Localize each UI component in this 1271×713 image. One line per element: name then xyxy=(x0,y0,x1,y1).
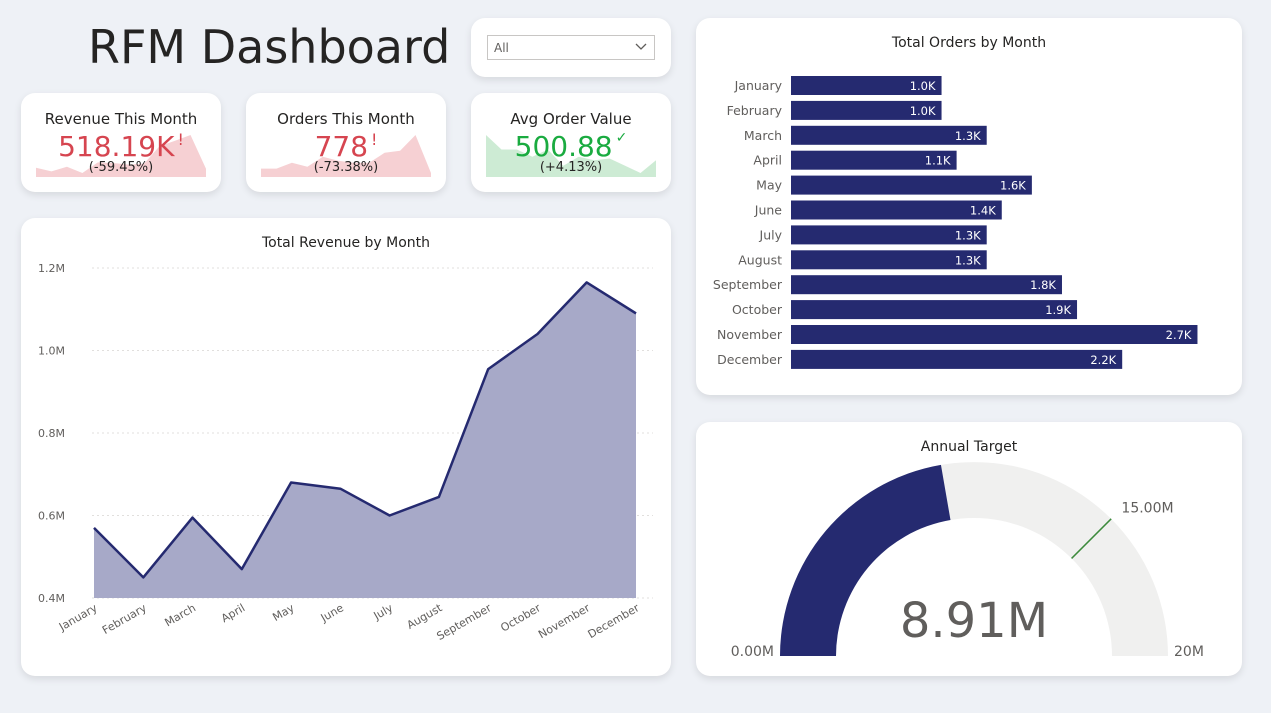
slicer-card: All xyxy=(471,18,671,77)
y-tick-label: 0.8M xyxy=(38,427,65,440)
kpi-value: 778! xyxy=(246,130,446,163)
alert-icon: ! xyxy=(371,130,378,149)
orders-chart-card: Total Orders by Month January 1.0K Februar… xyxy=(696,18,1242,395)
kpi-title: Revenue This Month xyxy=(44,110,198,128)
category-label: December xyxy=(717,352,783,367)
order-bar xyxy=(791,349,1123,369)
data-label: 1.0K xyxy=(910,79,936,93)
category-label: September xyxy=(713,277,783,292)
gauge-value: 8.91M xyxy=(900,593,1048,649)
data-label: 1.3K xyxy=(955,129,981,143)
x-tick-label: February xyxy=(100,601,149,637)
data-label: 1.3K xyxy=(955,253,981,267)
order-bar xyxy=(791,100,942,120)
category-label: May xyxy=(756,178,782,193)
gauge-fill xyxy=(780,464,951,656)
x-tick-label: September xyxy=(435,601,495,643)
sparkline-area xyxy=(486,135,656,177)
x-tick-label: May xyxy=(270,601,297,624)
order-bar xyxy=(791,275,1062,295)
y-tick-label: 1.0M xyxy=(38,345,65,358)
revenue-sparkline xyxy=(36,135,206,177)
kpi-value-text: 518.19K xyxy=(58,130,175,163)
gauge-card: Annual Target 15.00M 8.91M 0.00M 20M xyxy=(696,422,1242,676)
kpi-card-orders: Orders This Month 778! (-73.38%) xyxy=(246,93,446,192)
revenue-chart-card: Total Revenue by Month 1.2M 1.0M 0.8M 0.6M 0… xyxy=(21,218,671,676)
y-tick-label: 0.6M xyxy=(38,510,65,523)
y-tick-label: 0.4M xyxy=(38,592,65,605)
orders-bar-chart: January 1.0K February 1.0K March 1.3K April 1.1… xyxy=(713,76,1198,369)
gauge-target-marker xyxy=(1071,518,1112,559)
gauge-max-label: 20M xyxy=(1174,644,1204,660)
data-label: 2.7K xyxy=(1166,328,1192,342)
month-slicer-dropdown[interactable]: All xyxy=(487,35,655,60)
category-label: January xyxy=(734,78,783,93)
data-label: 1.9K xyxy=(1045,303,1071,317)
x-tick-label: April xyxy=(219,601,247,625)
kpi-title: Orders This Month xyxy=(277,110,415,128)
category-label: February xyxy=(727,103,783,118)
order-bar xyxy=(791,200,1002,220)
check-icon: ✓ xyxy=(615,130,628,146)
chart-title: Total Orders by Month xyxy=(891,35,1047,51)
chevron-down-icon xyxy=(635,43,647,50)
order-bar xyxy=(791,76,942,95)
data-label: 1.6K xyxy=(1000,179,1026,193)
order-bar xyxy=(791,325,1198,344)
slicer-value: All xyxy=(494,41,509,55)
data-label: 1.8K xyxy=(1030,278,1056,292)
x-tick-label: June xyxy=(318,601,346,625)
kpi-title: Avg Order Value xyxy=(510,110,632,128)
order-bar xyxy=(791,125,987,145)
order-bar xyxy=(791,175,1032,195)
x-tick-label: January xyxy=(56,601,100,634)
kpi-delta: (-59.45%) xyxy=(88,160,154,175)
category-label: March xyxy=(744,128,782,143)
order-bar xyxy=(791,150,957,170)
order-bar xyxy=(791,300,1078,320)
kpi-delta: (+4.13%) xyxy=(539,160,603,175)
x-tick-label: August xyxy=(405,601,445,632)
category-label: June xyxy=(754,203,783,218)
kpi-delta: (-73.38%) xyxy=(313,160,379,175)
target-label: 15.00M xyxy=(1121,501,1173,517)
data-label: 1.1K xyxy=(925,154,951,168)
kpi-value: 500.88 ✓ xyxy=(471,130,671,163)
sparkline-area xyxy=(261,135,431,177)
kpi-value-text: 778 xyxy=(314,130,369,163)
revenue-area xyxy=(94,282,636,598)
chart-title: Total Revenue by Month xyxy=(261,235,431,251)
data-label: 2.2K xyxy=(1090,353,1116,367)
x-tick-label: March xyxy=(162,601,198,629)
order-bar xyxy=(791,250,987,270)
aov-sparkline xyxy=(486,135,656,177)
category-label: April xyxy=(753,153,782,168)
kpi-value: 518.19K! xyxy=(21,130,221,163)
gauge-min-label: 0.00M xyxy=(731,644,774,660)
data-label: 1.4K xyxy=(970,204,996,218)
x-tick-label: July xyxy=(371,601,396,623)
x-tick-label: December xyxy=(586,601,642,641)
category-label: July xyxy=(759,227,783,242)
kpi-card-revenue: Revenue This Month 518.19K! (-59.45%) xyxy=(21,93,221,192)
alert-icon: ! xyxy=(177,130,184,149)
category-label: October xyxy=(732,302,783,317)
chart-title: Annual Target xyxy=(920,439,1018,455)
x-tick-label: November xyxy=(536,601,592,641)
kpi-value-text: 500.88 xyxy=(514,130,613,163)
category-label: November xyxy=(717,327,783,342)
data-label: 1.3K xyxy=(955,228,981,242)
category-label: August xyxy=(738,252,782,267)
orders-sparkline xyxy=(261,135,431,177)
annual-target-gauge: 15.00M 8.91M 0.00M 20M xyxy=(731,462,1204,660)
sparkline-area xyxy=(36,135,206,177)
kpi-card-aov: Avg Order Value 500.88 ✓ (+4.13%) xyxy=(471,93,671,192)
data-label: 1.0K xyxy=(910,104,936,118)
order-bar xyxy=(791,225,987,245)
y-tick-label: 1.2M xyxy=(38,262,65,275)
revenue-line xyxy=(93,281,637,579)
page-title: RFM Dashboard xyxy=(88,20,451,74)
